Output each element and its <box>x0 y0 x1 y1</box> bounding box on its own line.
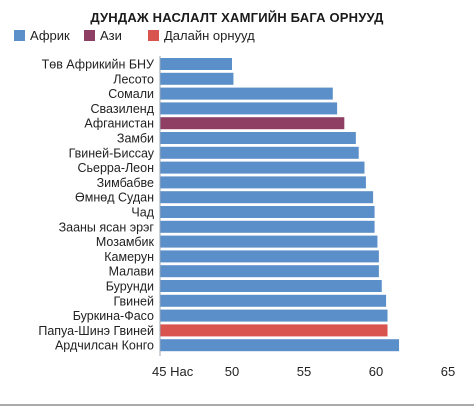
category-labels: Төв Африкийн БНУЛесотоСомалиСвазилендАфг… <box>38 58 154 353</box>
category-label: Өмнөд Судан <box>75 191 154 205</box>
x-tick-label: 65 <box>441 364 455 379</box>
bar <box>160 191 374 204</box>
category-label: Сомали <box>108 87 154 101</box>
legend-label: Далайн орнууд <box>164 28 255 43</box>
bar <box>160 324 388 337</box>
legend-swatch <box>84 30 95 41</box>
bar <box>160 294 387 307</box>
category-label: Лесото <box>113 72 154 86</box>
category-label: Гвиней <box>113 294 154 308</box>
category-label: Папуа-Шинэ Гвиней <box>38 324 154 338</box>
bar <box>160 161 365 174</box>
category-label: Гвиней-Биссау <box>69 146 155 160</box>
category-label: Төв Африкийн БНУ <box>42 58 154 72</box>
x-tick-label: 55 <box>297 364 311 379</box>
bar <box>160 265 379 278</box>
category-label: Бурунди <box>106 280 154 294</box>
category-label: Ардчилсан Конго <box>55 339 154 353</box>
bar <box>160 146 359 159</box>
category-label: Афганистан <box>84 117 154 131</box>
bar <box>160 235 378 248</box>
bar <box>160 58 232 70</box>
category-label: Зимбабве <box>97 176 154 190</box>
legend: Африк Ази Далайн орнууд <box>14 28 255 43</box>
category-label: Замби <box>117 132 154 146</box>
legend-swatch <box>14 30 25 41</box>
x-tick-label: 50 <box>225 364 239 379</box>
bar <box>160 206 375 218</box>
category-label: Буркина-Фасо <box>73 309 154 323</box>
bar <box>160 72 234 85</box>
bar <box>160 250 379 263</box>
category-label: Зааны ясан эрэг <box>59 220 155 234</box>
category-label: Сьерра-Леон <box>77 161 154 175</box>
x-tick-label: 60 <box>369 364 383 379</box>
category-label: Свазиленд <box>91 102 155 116</box>
category-label: Мозамбик <box>96 235 155 249</box>
x-axis: 45 Нас 50 55 60 65 <box>0 56 474 406</box>
category-label: Камерун <box>104 250 154 264</box>
bar <box>160 117 345 130</box>
bar <box>160 176 366 189</box>
category-label: Малави <box>109 265 154 279</box>
legend-label: Ази <box>100 28 122 43</box>
category-label: Чад <box>131 206 154 220</box>
bars <box>160 58 400 352</box>
bar <box>160 132 356 144</box>
bar <box>160 309 388 322</box>
bar <box>160 339 400 352</box>
bar <box>160 220 375 233</box>
bar <box>160 102 338 115</box>
legend-label: Африк <box>30 28 70 43</box>
x-tick-label: 45 Нас <box>152 364 194 379</box>
bar <box>160 87 333 100</box>
legend-swatch <box>148 30 159 41</box>
bar <box>160 280 382 292</box>
chart-title: ДУНДАЖ НАСЛАЛТ ХАМГИЙН БАГА ОРНУУД <box>90 10 384 25</box>
